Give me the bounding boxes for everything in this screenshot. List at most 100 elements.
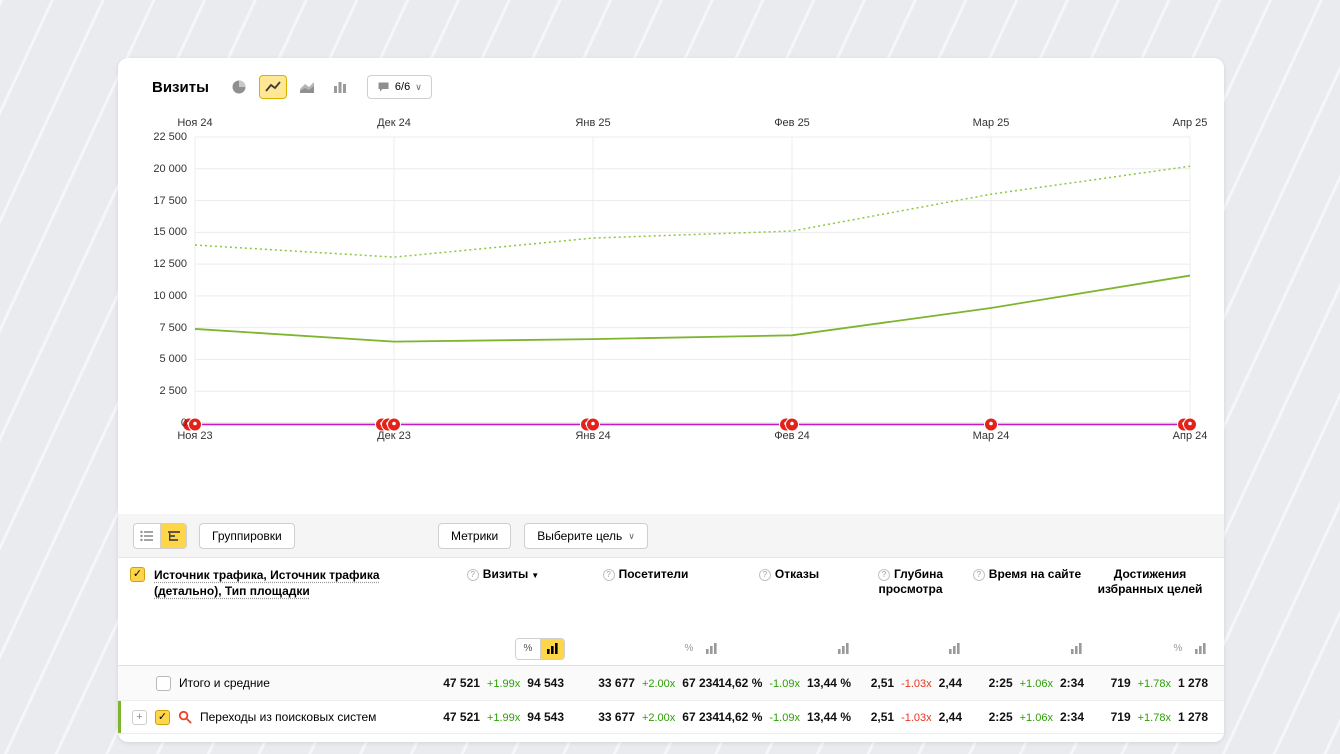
bars-toggle-button[interactable]: [1067, 641, 1085, 657]
comments-dropdown-button[interactable]: 6/6 ∨: [366, 75, 432, 99]
metric-cell-time: 2:25 +1.06x 2:34: [988, 676, 1084, 690]
x-tick-label-bottom: Апр 24: [1172, 430, 1208, 442]
series-visits-period-a-solid: [194, 274, 1191, 343]
columns-chart-view-button[interactable]: [327, 75, 355, 99]
help-icon[interactable]: ?: [758, 568, 771, 581]
visits-chart: 0 2 500 5 000 7 500 10 000 12 500 15 000 17 500…: [130, 116, 1212, 514]
metric-cell-depth: 2,51 -1.03x 2,44: [870, 676, 962, 690]
goal-select-label: Выберите цель: [537, 529, 623, 543]
bars-icon: [547, 643, 558, 654]
metric-cell-bounce: 14,62 % -1.09x 13,44 %: [718, 710, 851, 724]
comment-marker-dot: [790, 421, 794, 426]
percent-toggle-button[interactable]: %: [684, 643, 694, 654]
goal-select-dropdown[interactable]: Выберите цель ∨: [524, 523, 648, 549]
help-icon[interactable]: ?: [602, 568, 615, 581]
series-color-indicator: [118, 701, 121, 733]
col-label: Время на сайте: [988, 567, 1082, 581]
y-tick-label: 12 500: [153, 258, 187, 271]
metric-cell-visitors: 33 677 +2.00x 67 234: [598, 710, 719, 724]
pie-chart-icon: [232, 80, 246, 94]
chevron-down-icon: ∨: [415, 81, 422, 92]
x-tick-label-top: Апр 25: [1172, 117, 1208, 129]
col-label: Посетители: [618, 567, 689, 581]
bars-toggle-button[interactable]: [540, 638, 564, 659]
y-tick-label: 2 500: [159, 385, 187, 398]
x-axis-bottom: Ноя 23 Дек 23 Янв 24 Фев 24 Мар 24 Апр 24: [130, 430, 1212, 444]
metric-cell-goals: 719 +1.78x 1 278: [1110, 676, 1208, 690]
y-tick-label: 0: [180, 417, 187, 429]
y-tick-label: 20 000: [153, 162, 187, 175]
comment-marker-dot: [989, 421, 993, 426]
metrica-report-card: Визиты: [118, 58, 1224, 742]
percent-toggle-button[interactable]: %: [516, 638, 540, 659]
x-tick-label-top: Мар 25: [972, 117, 1010, 129]
percent-toggle-button[interactable]: %: [1173, 643, 1183, 654]
comment-marker-dot: [591, 421, 595, 426]
expand-row-button[interactable]: +: [132, 709, 147, 725]
y-axis: 0 2 500 5 000 7 500 10 000 12 500 15 000 17 500…: [130, 116, 187, 456]
row-checkbox[interactable]: ✓: [156, 675, 171, 691]
flat-list-view-button[interactable]: [134, 524, 160, 548]
pie-chart-view-button[interactable]: [225, 75, 253, 99]
y-tick-label: 15 000: [153, 226, 187, 239]
col-header-bounce[interactable]: ? Отказы: [723, 558, 855, 632]
table-toolbar-left: Группировки: [133, 523, 295, 549]
row-checkbox[interactable]: ✓: [155, 709, 170, 725]
help-icon[interactable]: ?: [972, 568, 985, 581]
select-all-checkbox[interactable]: ✓: [130, 567, 145, 582]
table-row-search-traffic[interactable]: + ✓ Переходы из поисковых систем 47 521 +…: [118, 700, 1224, 734]
col-header-goals[interactable]: Достижения избранных целей: [1088, 558, 1212, 632]
x-tick-label-bottom: Мар 24: [972, 430, 1010, 442]
bars-toggle-button[interactable]: [1191, 641, 1209, 657]
chevron-down-icon: ∨: [628, 530, 635, 541]
chart-title: Визиты: [152, 78, 209, 96]
y-tick-label: 17 500: [153, 194, 187, 207]
time-display-toggle: [966, 641, 1088, 657]
bounce-display-toggle: [723, 641, 855, 657]
metric-cell-time: 2:25 +1.06x 2:34: [988, 710, 1084, 724]
visits-chart-canvas[interactable]: [130, 116, 1212, 456]
dimension-header: ✓ Источник трафика, Источник трафика (де…: [130, 558, 438, 632]
y-tick-label: 22 500: [153, 131, 187, 143]
col-header-visits[interactable]: ? Визиты ▼: [438, 558, 568, 632]
table-toolbar-metrics: Метрики Выберите цель ∨: [438, 523, 648, 549]
comment-marker-dot: [1188, 421, 1192, 426]
tree-view-button[interactable]: [160, 524, 186, 548]
area-chart-view-button[interactable]: [293, 75, 321, 99]
bars-icon: [948, 643, 960, 654]
x-tick-label-bottom: Дек 23: [377, 430, 411, 442]
metrics-button[interactable]: Метрики: [438, 523, 512, 549]
x-tick-label-top: Дек 24: [377, 117, 411, 129]
help-icon[interactable]: ?: [877, 568, 890, 581]
tree-view-icon: [167, 531, 180, 541]
x-tick-label-top: Фев 25: [774, 117, 810, 129]
help-icon[interactable]: ?: [466, 568, 479, 581]
dimension-header-label[interactable]: Источник трафика, Источник трафика (дета…: [154, 568, 380, 598]
y-tick-label: 5 000: [159, 353, 187, 366]
groupings-button[interactable]: Группировки: [199, 523, 295, 549]
comment-count: 6/6: [394, 81, 411, 93]
x-tick-label-bottom: Янв 24: [575, 430, 611, 442]
bars-icon: [837, 643, 849, 654]
comment-marker-dot: [193, 421, 197, 426]
table-header-row: ✓ Источник трафика, Источник трафика (де…: [118, 558, 1224, 632]
col-header-time[interactable]: ? Время на сайте: [966, 558, 1088, 632]
x-tick-label-top: Ноя 24: [177, 117, 213, 129]
view-mode-toggle: [133, 523, 187, 549]
line-chart-view-button[interactable]: [258, 75, 287, 99]
bars-toggle-button[interactable]: [945, 641, 963, 657]
col-label: Отказы: [774, 567, 820, 581]
y-tick-label: 10 000: [153, 289, 187, 302]
metric-cell-goals: 719 +1.78x 1 278: [1110, 710, 1208, 724]
bars-toggle-button[interactable]: [702, 641, 720, 657]
bars-toggle-button[interactable]: [834, 641, 852, 657]
line-chart-icon: [265, 81, 281, 92]
col-header-depth[interactable]: ? Глубина просмотра: [855, 558, 966, 632]
chart-header: Визиты: [118, 58, 1224, 116]
table-header-controls-row: % %: [118, 632, 1224, 666]
col-header-visitors[interactable]: ? Посетители: [568, 558, 723, 632]
y-tick-label: 7 500: [159, 321, 187, 334]
metric-cell-visits: 47 521 +1.99x 94 543: [443, 676, 564, 690]
metric-cell-visitors: 33 677 +2.00x 67 234: [598, 676, 719, 690]
